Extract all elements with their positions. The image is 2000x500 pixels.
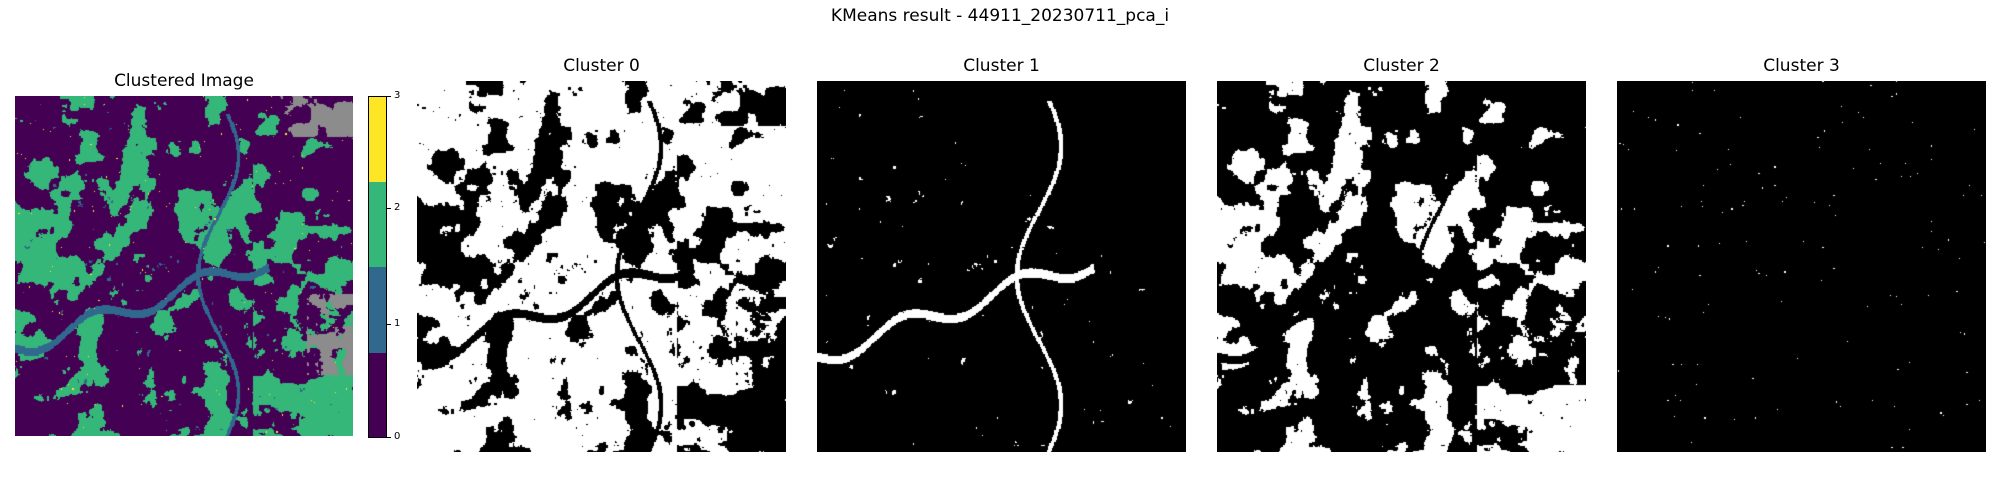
cluster-1-mask — [817, 81, 1186, 452]
cluster-0-title: Cluster 0 — [563, 56, 640, 76]
cluster-2-mask — [1217, 81, 1586, 452]
colorbar-tick-1: 1 — [394, 318, 401, 329]
colorbar-segment-2 — [369, 182, 386, 267]
cluster-2-canvas — [1217, 81, 1586, 452]
colorbar-tick-mark — [387, 208, 391, 209]
colorbar-segment-3 — [369, 97, 386, 182]
colorbar-tick-mark — [387, 437, 391, 438]
cluster-3-mask — [1617, 81, 1986, 452]
cluster-3-title: Cluster 3 — [1763, 56, 1840, 76]
colorbar-tick-mark — [387, 324, 391, 325]
cluster-1-title: Cluster 1 — [963, 56, 1040, 76]
cluster-3-canvas — [1617, 81, 1986, 452]
colorbar-segment-1 — [369, 267, 386, 353]
cluster-2-title: Cluster 2 — [1363, 56, 1440, 76]
colorbar-tick-3: 3 — [394, 90, 401, 101]
cluster-0-mask — [417, 81, 786, 452]
colorbar-segment-0 — [369, 353, 386, 437]
figure-title: KMeans result - 44911_20230711_pca_i — [830, 6, 1170, 26]
colorbar — [368, 96, 387, 438]
colorbar-tick-0: 0 — [394, 431, 401, 442]
cluster-0-canvas — [417, 81, 786, 452]
cluster-1-canvas — [817, 81, 1186, 452]
colorbar-tick-mark — [387, 96, 391, 97]
clustered-image-title: Clustered Image — [114, 71, 254, 91]
clustered-image — [15, 96, 353, 436]
clustered-image-canvas — [15, 96, 353, 436]
colorbar-tick-2: 2 — [394, 202, 401, 213]
